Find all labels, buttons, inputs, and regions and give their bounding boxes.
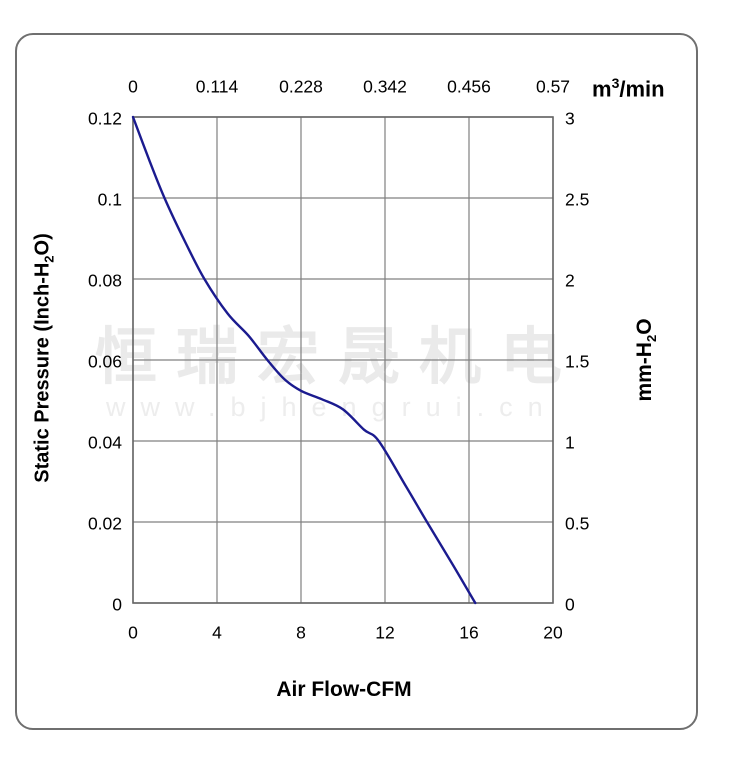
top-tick-0.456: 0.456 — [447, 76, 491, 97]
pressure-airflow-curve — [131, 115, 477, 605]
left-tick-0.04: 0.04 — [87, 432, 122, 453]
left-tick-0.06: 0.06 — [87, 351, 122, 372]
bottom-tick-12: 12 — [375, 622, 395, 643]
right-tick-2.5: 2.5 — [565, 189, 590, 210]
right-tick-1.5: 1.5 — [565, 351, 590, 372]
left-tick-0.1: 0.1 — [97, 189, 122, 210]
top-axis-unit-label: m3/min — [592, 75, 665, 102]
watermark-website-text: www.bjhengrui.cn — [106, 392, 558, 422]
bottom-tick-4: 4 — [212, 622, 222, 643]
right-axis-title: mm-H2O — [632, 318, 660, 402]
right-tick-1: 1 — [565, 432, 575, 453]
top-tick-0: 0 — [128, 76, 138, 97]
left-tick-0: 0 — [112, 594, 122, 615]
chart-rounded-border — [15, 33, 698, 730]
bottom-tick-16: 16 — [459, 622, 479, 643]
top-tick-0.342: 0.342 — [363, 76, 407, 97]
bottom-tick-0: 0 — [128, 622, 138, 643]
bottom-tick-8: 8 — [296, 622, 306, 643]
top-tick-0.57: 0.57 — [535, 76, 571, 97]
right-tick-0.5: 0.5 — [565, 513, 590, 534]
left-axis-title: Static Pressure (Inch-H2O) — [31, 233, 57, 483]
right-tick-0: 0 — [565, 594, 575, 615]
left-tick-0.08: 0.08 — [87, 270, 122, 291]
top-tick-0.228: 0.228 — [279, 76, 323, 97]
bottom-axis-title: Air Flow-CFM — [276, 678, 412, 701]
right-tick-3: 3 — [565, 108, 575, 129]
plot-frame — [132, 116, 554, 604]
right-tick-2: 2 — [565, 270, 575, 291]
watermark-chinese-text: 恒瑞宏晟机电 — [95, 320, 582, 393]
left-tick-0.02: 0.02 — [87, 513, 122, 534]
left-tick-0.12: 0.12 — [87, 108, 122, 129]
bottom-tick-20: 20 — [543, 622, 563, 643]
top-tick-0.114: 0.114 — [195, 76, 239, 97]
